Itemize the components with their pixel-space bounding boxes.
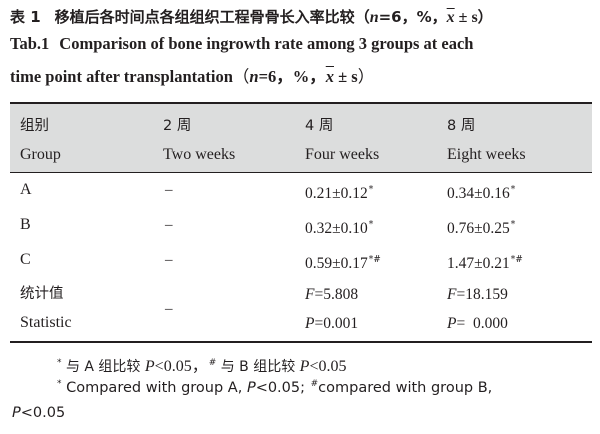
cell-value: 0.34±0.16 [447,185,510,202]
significance-mark: *# [368,255,381,265]
table-number-en: Tab.1 [10,34,50,53]
cell-value: 1.47±0.21 [447,255,510,272]
table-title-zh: 表 1 移植后各时间点各组组织工程骨骨长入率比较（n=6，%，x ± s） [10,6,493,27]
significance-mark: * [510,220,516,230]
table-number-zh: 表 1 [10,8,41,26]
f-symbol: F [447,286,457,303]
note-value: <0.05; [255,380,310,396]
note-text: Compared with group A, [66,380,247,396]
title-text-en-line1: Comparison of bone ingrowth rate among 3… [59,34,474,53]
xbar-symbol-en: x [325,67,334,86]
statistic-8w-f: F=18.159 [447,285,508,304]
header-group-en: Group [20,146,61,163]
p-value: = 0.000 [456,315,508,332]
table-cell-4w: 0.21±0.12* [305,181,373,203]
header-8w-en: Eight weeks [447,146,526,163]
header-2w-zh: 2 周 [163,118,192,134]
table-title-en: Tab.1 Comparison of bone ingrowth rate am… [10,34,474,54]
p-symbol: P [447,315,457,332]
header-8w-zh: 8 周 [447,118,476,134]
f-value: =5.808 [314,286,359,303]
xbar-symbol: x [446,9,455,26]
significance-mark: * [368,220,374,230]
table-note-zh: * 与 A 组比较 P<0.05，# 与 B 组比较 P<0.05 [56,352,346,376]
f-symbol: F [305,286,315,303]
table-header-background [10,104,592,172]
table-header-rule [10,172,592,173]
paren-open: （ [354,8,370,26]
header-2w-en: Two weeks [163,146,236,163]
note-text: compared with group B, [318,380,493,396]
table-cell-8w: 1.47±0.21*# [447,251,523,273]
note-text: 与 B 组比较 [220,359,300,375]
paren-close-en: ） [357,67,375,86]
p-symbol: P [299,358,310,375]
note-text: 与 A 组比较 [65,359,145,375]
p-symbol: P [305,315,315,332]
significance-mark: *# [510,255,523,265]
cell-value: 0.59±0.17 [305,255,368,272]
p-symbol: P [246,380,256,396]
p-value: =0.001 [314,315,359,332]
note-mark: # [310,379,319,389]
table-note-en: * Compared with group A, P<0.05; #compar… [56,379,588,396]
header-group-zh: 组别 [20,118,49,134]
statistic-4w-f: F=5.808 [305,285,358,304]
paren-open-en: （ [232,67,250,86]
table-title-en-line2: time point after transplantation（n=6，%，x… [10,63,374,87]
note-value: <0.05， [154,358,208,375]
note-mark: * [57,358,62,368]
statistic-2w: – [165,301,173,317]
statistic-8w-p: P= 0.000 [447,314,508,333]
table-cell-8w: 0.34±0.16* [447,181,515,203]
pm-s: ± s [454,9,478,26]
table-row-group: C [20,251,31,268]
header-4w-zh: 4 周 [305,118,334,134]
note-mark: # [208,358,217,368]
table-cell-8w: 0.76±0.25* [447,216,515,238]
note-value: <0.05 [20,405,66,421]
cell-value: 0.76±0.25 [447,220,510,237]
n-symbol: n [369,9,379,26]
header-4w-en: Four weeks [305,146,380,163]
pm-s-en: ± s [334,67,358,86]
table-bottom-rule [10,341,592,343]
note-value: <0.05 [309,358,347,375]
title-text-en-line2: time point after transplantation [10,67,233,86]
table-top-rule [10,102,592,104]
f-value: =18.159 [456,286,508,303]
statistic-label-en: Statistic [20,314,72,331]
significance-mark: * [510,185,516,195]
cell-value: 0.21±0.12 [305,185,368,202]
table-cell-2w: – [165,217,173,233]
table-row-group: B [20,216,31,233]
table-cell-2w: – [165,182,173,198]
table-cell-4w: 0.59±0.17*# [305,251,381,273]
p-symbol: P [12,405,21,421]
stats-spec: =6，%， [378,8,447,26]
p-symbol: P [144,358,155,375]
significance-mark: * [368,185,374,195]
paren-close: ） [477,8,493,26]
cell-value: 0.32±0.10 [305,220,368,237]
stats-spec-en: =6，%， [258,67,326,86]
note-mark: * [57,379,62,389]
statistic-4w-p: P=0.001 [305,314,358,333]
table-row-group: A [20,181,32,198]
n-symbol-en: n [249,67,259,86]
table-note-en-line2: P<0.05 [12,405,65,421]
title-text-zh: 移植后各时间点各组组织工程骨骨长入率比较 [54,8,355,26]
table-cell-4w: 0.32±0.10* [305,216,373,238]
statistic-label-zh: 统计值 [20,286,64,302]
table-cell-2w: – [165,252,173,268]
